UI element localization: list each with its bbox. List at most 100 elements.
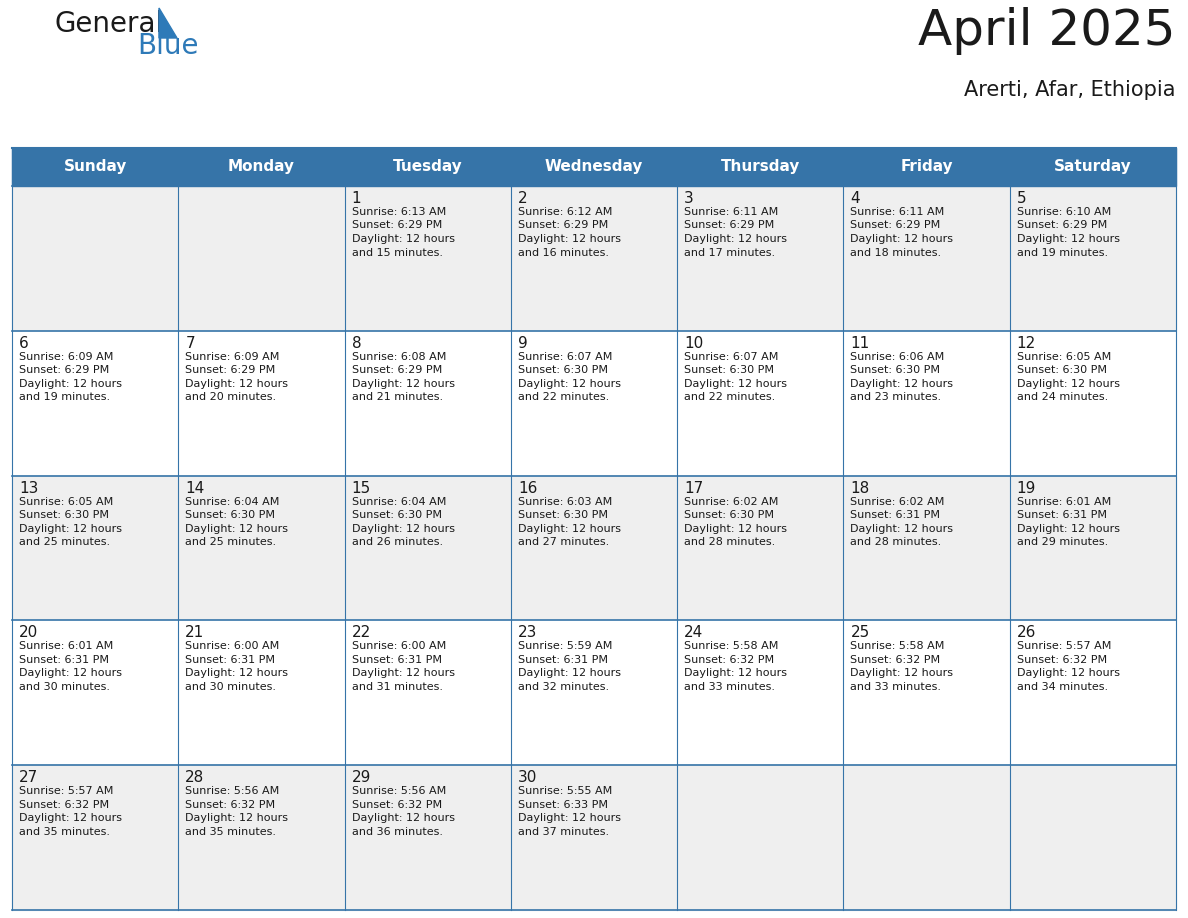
Text: 12: 12	[1017, 336, 1036, 351]
Text: Daylight: 12 hours: Daylight: 12 hours	[185, 813, 289, 823]
Text: Daylight: 12 hours: Daylight: 12 hours	[19, 379, 122, 389]
Text: Sunrise: 6:11 AM: Sunrise: 6:11 AM	[684, 207, 778, 217]
Text: and 24 minutes.: and 24 minutes.	[1017, 392, 1108, 402]
Text: Sunrise: 5:58 AM: Sunrise: 5:58 AM	[684, 642, 778, 652]
Text: and 36 minutes.: and 36 minutes.	[352, 827, 443, 836]
Text: and 23 minutes.: and 23 minutes.	[851, 392, 942, 402]
Bar	[12, 148, 1176, 186]
Text: Blue: Blue	[137, 32, 198, 60]
Text: 30: 30	[518, 770, 537, 785]
Text: Sunrise: 5:55 AM: Sunrise: 5:55 AM	[518, 786, 612, 796]
Text: 2: 2	[518, 191, 527, 206]
Text: Daylight: 12 hours: Daylight: 12 hours	[518, 234, 621, 244]
Text: 9: 9	[518, 336, 527, 351]
Text: and 32 minutes.: and 32 minutes.	[518, 682, 609, 692]
Text: 21: 21	[185, 625, 204, 641]
Text: and 34 minutes.: and 34 minutes.	[1017, 682, 1108, 692]
Text: Sunset: 6:29 PM: Sunset: 6:29 PM	[851, 220, 941, 230]
Text: 20: 20	[19, 625, 38, 641]
Text: and 27 minutes.: and 27 minutes.	[518, 537, 609, 547]
Text: Sunrise: 6:02 AM: Sunrise: 6:02 AM	[684, 497, 778, 507]
Text: 29: 29	[352, 770, 371, 785]
Text: 27: 27	[19, 770, 38, 785]
Text: Sunrise: 6:08 AM: Sunrise: 6:08 AM	[352, 352, 446, 362]
Text: Sunrise: 6:04 AM: Sunrise: 6:04 AM	[185, 497, 279, 507]
Text: Daylight: 12 hours: Daylight: 12 hours	[352, 523, 455, 533]
Text: Sunset: 6:32 PM: Sunset: 6:32 PM	[851, 655, 941, 665]
Text: Sunset: 6:29 PM: Sunset: 6:29 PM	[352, 220, 442, 230]
Text: Monday: Monday	[228, 160, 295, 174]
Text: Sunset: 6:31 PM: Sunset: 6:31 PM	[19, 655, 109, 665]
Text: Sunset: 6:30 PM: Sunset: 6:30 PM	[851, 365, 941, 375]
Text: Sunday: Sunday	[63, 160, 127, 174]
Text: Sunrise: 6:00 AM: Sunrise: 6:00 AM	[352, 642, 446, 652]
Text: Daylight: 12 hours: Daylight: 12 hours	[352, 668, 455, 678]
Text: Sunrise: 5:58 AM: Sunrise: 5:58 AM	[851, 642, 944, 652]
Text: Daylight: 12 hours: Daylight: 12 hours	[684, 668, 788, 678]
Text: 3: 3	[684, 191, 694, 206]
Text: and 35 minutes.: and 35 minutes.	[185, 827, 277, 836]
Text: and 33 minutes.: and 33 minutes.	[851, 682, 941, 692]
Text: Sunset: 6:31 PM: Sunset: 6:31 PM	[518, 655, 608, 665]
Text: and 35 minutes.: and 35 minutes.	[19, 827, 110, 836]
Text: Daylight: 12 hours: Daylight: 12 hours	[1017, 523, 1120, 533]
Text: Daylight: 12 hours: Daylight: 12 hours	[185, 379, 289, 389]
Text: Sunrise: 6:07 AM: Sunrise: 6:07 AM	[518, 352, 612, 362]
Text: Sunset: 6:29 PM: Sunset: 6:29 PM	[19, 365, 109, 375]
Text: Daylight: 12 hours: Daylight: 12 hours	[185, 668, 289, 678]
Text: 13: 13	[19, 481, 38, 496]
Text: Sunrise: 6:03 AM: Sunrise: 6:03 AM	[518, 497, 612, 507]
Text: 6: 6	[19, 336, 29, 351]
Text: Sunset: 6:30 PM: Sunset: 6:30 PM	[684, 510, 775, 521]
Text: Sunset: 6:30 PM: Sunset: 6:30 PM	[518, 365, 608, 375]
Text: Daylight: 12 hours: Daylight: 12 hours	[684, 523, 788, 533]
Text: 23: 23	[518, 625, 537, 641]
Text: and 28 minutes.: and 28 minutes.	[851, 537, 942, 547]
Text: 10: 10	[684, 336, 703, 351]
Text: General: General	[55, 10, 164, 38]
Text: and 25 minutes.: and 25 minutes.	[19, 537, 110, 547]
Text: Sunset: 6:30 PM: Sunset: 6:30 PM	[518, 510, 608, 521]
Text: Daylight: 12 hours: Daylight: 12 hours	[684, 234, 788, 244]
Text: and 28 minutes.: and 28 minutes.	[684, 537, 776, 547]
Text: Sunset: 6:31 PM: Sunset: 6:31 PM	[851, 510, 941, 521]
Text: and 15 minutes.: and 15 minutes.	[352, 248, 443, 258]
Text: Sunrise: 6:01 AM: Sunrise: 6:01 AM	[1017, 497, 1111, 507]
Text: Daylight: 12 hours: Daylight: 12 hours	[352, 379, 455, 389]
Text: Sunrise: 5:56 AM: Sunrise: 5:56 AM	[185, 786, 279, 796]
Text: Sunset: 6:29 PM: Sunset: 6:29 PM	[185, 365, 276, 375]
Text: Sunrise: 6:13 AM: Sunrise: 6:13 AM	[352, 207, 446, 217]
Bar	[12, 621, 1176, 766]
Text: 16: 16	[518, 481, 537, 496]
Text: Sunrise: 6:12 AM: Sunrise: 6:12 AM	[518, 207, 612, 217]
Text: Daylight: 12 hours: Daylight: 12 hours	[851, 668, 954, 678]
Text: Sunrise: 6:09 AM: Sunrise: 6:09 AM	[19, 352, 113, 362]
Text: Sunset: 6:32 PM: Sunset: 6:32 PM	[1017, 655, 1107, 665]
Text: Sunset: 6:29 PM: Sunset: 6:29 PM	[1017, 220, 1107, 230]
Text: Sunset: 6:30 PM: Sunset: 6:30 PM	[1017, 365, 1107, 375]
Text: Arerti, Afar, Ethiopia: Arerti, Afar, Ethiopia	[965, 80, 1176, 100]
Text: 14: 14	[185, 481, 204, 496]
Text: Daylight: 12 hours: Daylight: 12 hours	[352, 234, 455, 244]
Text: Daylight: 12 hours: Daylight: 12 hours	[851, 379, 954, 389]
Text: Daylight: 12 hours: Daylight: 12 hours	[518, 379, 621, 389]
Text: Sunset: 6:31 PM: Sunset: 6:31 PM	[1017, 510, 1107, 521]
Bar	[12, 476, 1176, 621]
Text: Sunset: 6:30 PM: Sunset: 6:30 PM	[185, 510, 276, 521]
Text: 18: 18	[851, 481, 870, 496]
Text: Sunrise: 6:10 AM: Sunrise: 6:10 AM	[1017, 207, 1111, 217]
Text: and 31 minutes.: and 31 minutes.	[352, 682, 443, 692]
Text: 24: 24	[684, 625, 703, 641]
Text: Sunset: 6:30 PM: Sunset: 6:30 PM	[19, 510, 109, 521]
Text: Daylight: 12 hours: Daylight: 12 hours	[851, 234, 954, 244]
Bar	[12, 766, 1176, 910]
Bar	[12, 330, 1176, 476]
Text: 8: 8	[352, 336, 361, 351]
Text: Tuesday: Tuesday	[393, 160, 462, 174]
Text: Sunset: 6:32 PM: Sunset: 6:32 PM	[352, 800, 442, 810]
Text: Daylight: 12 hours: Daylight: 12 hours	[1017, 379, 1120, 389]
Text: Sunset: 6:30 PM: Sunset: 6:30 PM	[684, 365, 775, 375]
Text: 7: 7	[185, 336, 195, 351]
Text: and 16 minutes.: and 16 minutes.	[518, 248, 609, 258]
Text: and 25 minutes.: and 25 minutes.	[185, 537, 277, 547]
